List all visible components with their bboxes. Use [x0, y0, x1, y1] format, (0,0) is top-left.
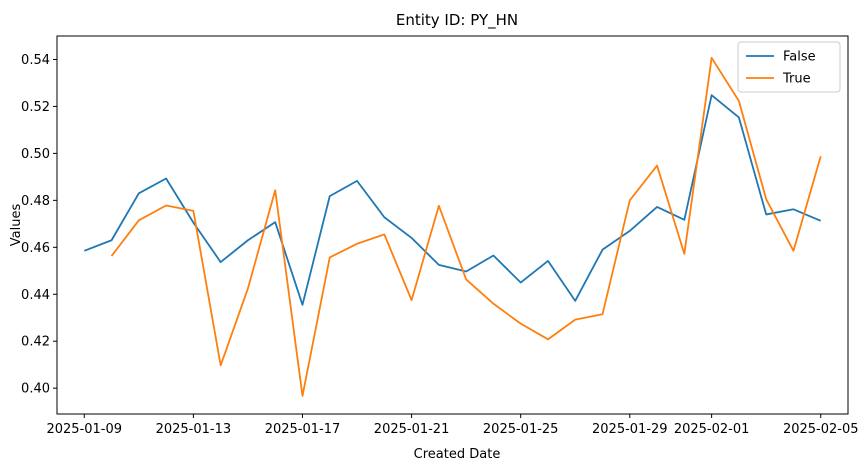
chart-title: Entity ID: PY_HN: [396, 11, 518, 30]
x-axis: 2025-01-09 2025-01-13 2025-01-17 2025-01-21…: [46, 414, 859, 437]
x-tick-label: 2025-01-17: [265, 422, 341, 437]
x-tick-label: 2025-01-29: [592, 422, 668, 437]
legend-label-false: False: [783, 50, 816, 65]
series-line-true: [110, 56, 822, 397]
y-tick-label: 0.46: [21, 241, 50, 256]
x-tick-label: 2025-02-01: [674, 422, 750, 437]
y-tick-label: 0.54: [21, 53, 50, 68]
legend: False True: [737, 41, 841, 93]
plot-frame: [56, 35, 849, 415]
x-tick-label: 2025-01-13: [156, 422, 232, 437]
y-tick-label: 0.48: [21, 194, 50, 209]
x-axis-label: Created Date: [414, 447, 501, 462]
y-axis: 0.40 0.42 0.44 0.46 0.48 0.50 0.52 0.54: [21, 53, 57, 397]
legend-label-true: True: [782, 72, 811, 87]
y-tick-label: 0.42: [21, 335, 50, 350]
y-tick-label: 0.44: [21, 288, 50, 303]
x-tick-label: 2025-01-25: [483, 422, 559, 437]
y-tick-label: 0.52: [21, 100, 50, 115]
x-tick-label: 2025-01-09: [46, 422, 122, 437]
y-axis-label: Values: [9, 204, 24, 247]
legend-box: [737, 41, 841, 93]
x-tick-label: 2025-02-05: [783, 422, 859, 437]
x-tick-label: 2025-01-21: [374, 422, 450, 437]
y-tick-label: 0.50: [21, 147, 50, 162]
series-line-false: [83, 94, 822, 306]
plot-area: [83, 56, 822, 397]
y-tick-label: 0.40: [21, 382, 50, 397]
